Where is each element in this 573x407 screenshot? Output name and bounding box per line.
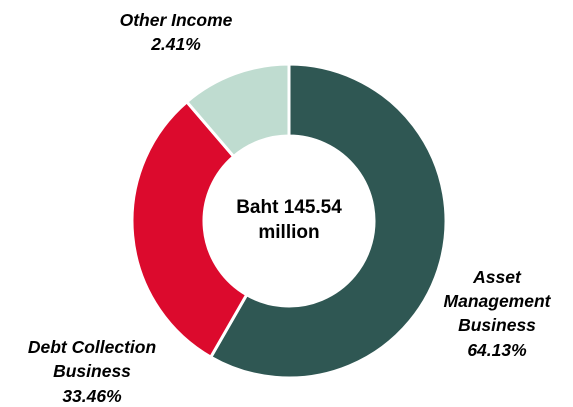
center-label-line-2: million bbox=[258, 222, 319, 243]
slice-label-asset-management-line-1: Asset bbox=[472, 267, 522, 287]
slice-value-other-income: 2.41% bbox=[150, 34, 201, 54]
slice-label-asset-management-line-2: Management bbox=[444, 291, 552, 311]
slice-value-asset-management: 64.13% bbox=[467, 340, 527, 360]
slice-label-debt-collection-line-2: Business bbox=[53, 361, 131, 381]
slice-label-debt-collection-line-1: Debt Collection bbox=[28, 337, 156, 357]
slice-value-debt-collection: 33.46% bbox=[62, 386, 122, 406]
donut-slices bbox=[132, 64, 446, 378]
center-label-line-1: Baht 145.54 bbox=[236, 197, 342, 218]
slice-label-other-income: Other Income bbox=[120, 10, 233, 30]
slice-label-asset-management-line-3: Business bbox=[458, 315, 536, 335]
